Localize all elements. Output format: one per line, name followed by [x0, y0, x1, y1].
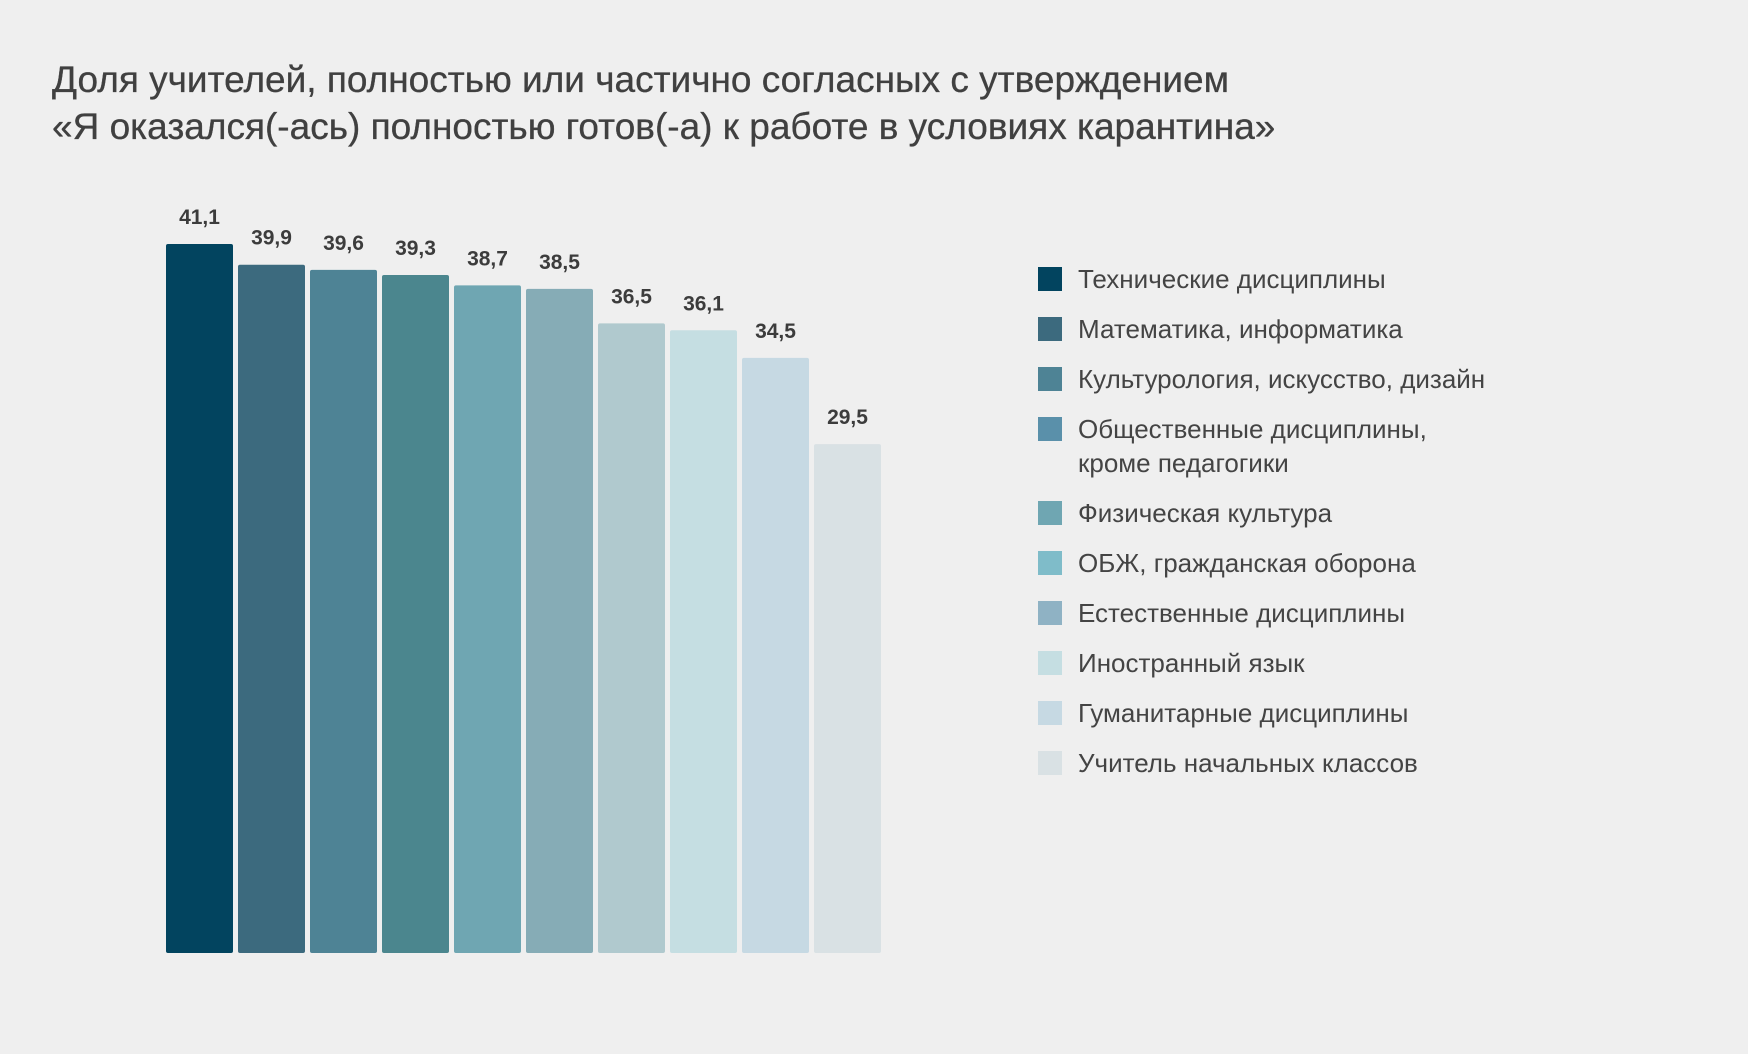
value-labels-group: 41,1 39,9 39,6 39,3 38,7 38,5 36,5 36,1 34,5 29,5: [179, 206, 868, 429]
legend-item-8: Иностранный язык: [1038, 646, 1498, 680]
legend-item-4: Общественные дисциплины, кроме педагогик…: [1038, 412, 1498, 480]
bar-3: [310, 269, 377, 953]
value-label-9: 34,5: [755, 320, 796, 343]
bar-4: [382, 275, 449, 953]
legend-item-9: Гуманитарные дисциплины: [1038, 696, 1498, 730]
chart-title-line-1: Доля учителей, полностью или частично со…: [52, 59, 1230, 100]
value-label-4: 39,3: [395, 237, 436, 260]
legend-label-9: Гуманитарные дисциплины: [1078, 698, 1409, 728]
bar-6: [526, 288, 593, 954]
legend-label-1: Технические дисциплины: [1078, 264, 1386, 294]
legend-label-5: Физическая культура: [1078, 498, 1333, 528]
legend-swatch-7: [1038, 601, 1062, 625]
legend-label-10: Учитель начальных классов: [1078, 748, 1418, 778]
legend-label-8: Иностранный язык: [1078, 648, 1305, 678]
legend-label-3: Культурология, искусство, дизайн: [1078, 364, 1486, 394]
legend-swatch-1: [1038, 267, 1062, 291]
legend-item-3: Культурология, искусство, дизайн: [1038, 362, 1498, 396]
legend-item-5: Физическая культура: [1038, 496, 1498, 530]
chart-title: Доля учителей, полностью или частично со…: [52, 56, 1276, 150]
legend-item-6: ОБЖ, гражданская оборона: [1038, 546, 1498, 580]
legend-item-7: Естественные дисциплины: [1038, 596, 1498, 630]
bars-group: [166, 244, 881, 954]
legend-item-1: Технические дисциплины: [1038, 262, 1498, 296]
legend-label-7: Естественные дисциплины: [1078, 598, 1406, 628]
value-label-3: 39,6: [323, 232, 364, 255]
value-label-5: 38,7: [467, 247, 508, 270]
value-label-1: 41,1: [179, 206, 220, 229]
value-label-10: 29,5: [827, 406, 868, 429]
legend-swatch-10: [1038, 751, 1062, 775]
legend-label-4: Общественные дисциплины, кроме педагогик…: [1078, 414, 1427, 478]
legend-item-2: Математика, информатика: [1038, 312, 1498, 346]
legend-swatch-3: [1038, 367, 1062, 391]
legend-label-2: Математика, информатика: [1078, 314, 1403, 344]
value-label-8: 36,1: [683, 292, 724, 315]
legend-swatch-2: [1038, 317, 1062, 341]
bar-2: [238, 264, 305, 953]
value-label-7: 36,5: [611, 285, 652, 308]
value-label-6: 38,5: [539, 251, 580, 274]
bar-5: [454, 285, 521, 953]
value-label-2: 39,9: [251, 227, 292, 250]
chart-title-line-2: «Я оказался(-ась) полностью готов(-а) к …: [52, 106, 1276, 147]
legend-swatch-5: [1038, 501, 1062, 525]
legend-label-6: ОБЖ, гражданская оборона: [1078, 548, 1416, 578]
legend-swatch-6: [1038, 551, 1062, 575]
chart-legend: Технические дисциплины Математика, информ…: [1038, 262, 1498, 796]
bar-7: [598, 323, 665, 953]
bar-9: [742, 357, 809, 953]
legend-swatch-8: [1038, 651, 1062, 675]
legend-item-10: Учитель начальных классов: [1038, 746, 1498, 780]
bar-10: [814, 444, 881, 953]
bar-8: [670, 330, 737, 953]
legend-swatch-4: [1038, 417, 1062, 441]
legend-swatch-9: [1038, 701, 1062, 725]
bar-1: [166, 244, 233, 953]
